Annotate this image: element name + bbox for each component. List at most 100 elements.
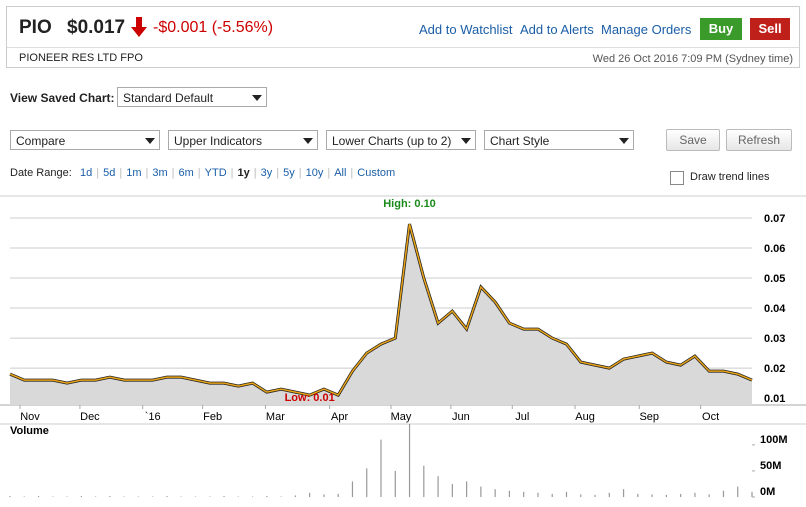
volume-bar (337, 493, 339, 497)
y-tick-label: 0.04 (764, 303, 786, 315)
volume-bar (9, 495, 11, 497)
x-tick-label: Aug (575, 411, 595, 423)
x-tick-label: May (391, 411, 412, 423)
volume-bar (237, 496, 239, 497)
orders-link[interactable]: Manage Orders (601, 22, 692, 37)
volume-bar (722, 490, 725, 497)
x-tick-label: Feb (203, 411, 222, 423)
range-link[interactable]: 5d (103, 167, 116, 179)
volume-bar (451, 483, 453, 497)
range-link[interactable]: 5y (283, 167, 295, 179)
volume-bar (537, 492, 539, 497)
low-annotation: Low: 0.01 (285, 392, 335, 404)
volume-bar (480, 486, 482, 497)
volume-bar (580, 494, 582, 497)
volume-bar (680, 493, 682, 497)
range-link[interactable]: YTD (204, 167, 227, 179)
x-tick-label: `16 (145, 411, 161, 423)
chart: 0.01 0.02 0.03 0.04 0.05 0.06 0.07 Nov Dec `16 Feb… (0, 195, 806, 498)
volume-bar (494, 489, 496, 497)
quote-header: PIO $0.017 -$0.001 (-5.56%) Add to Watch… (6, 6, 800, 68)
upper-select[interactable]: Upper Indicators (168, 130, 318, 150)
price: $0.017 (67, 17, 126, 38)
volume-bar (408, 424, 411, 497)
range-link[interactable]: 1m (126, 167, 142, 179)
volume-title: Volume (10, 425, 49, 437)
volume-bar (95, 496, 97, 497)
volume-bar (209, 496, 211, 497)
lower-select[interactable]: Lower Charts (up to 2) (326, 130, 476, 150)
range-link[interactable]: Custom (357, 167, 396, 179)
range-link[interactable]: 6m (178, 167, 194, 179)
x-tick-label: Apr (331, 411, 348, 423)
x-tick-label: Jun (452, 411, 470, 423)
volume-bar (594, 494, 596, 497)
volume-bar (394, 470, 396, 497)
volume-bar (523, 491, 525, 497)
company-name: PIONEER RES LTD FPO (19, 52, 143, 64)
volume-bar (123, 496, 125, 497)
x-tick-label: Jul (515, 411, 529, 423)
volume-bar (166, 495, 168, 497)
ticker: PIO (19, 17, 52, 38)
volume-bar (366, 468, 368, 497)
x-tick-label: Mar (266, 411, 285, 423)
refresh-button[interactable]: Refresh (726, 129, 792, 151)
volume-bar (23, 496, 25, 497)
compare-select[interactable]: Compare (10, 130, 160, 150)
volume-bar (651, 494, 653, 497)
x-tick-label: Sep (639, 411, 659, 423)
volume-bar (622, 489, 625, 497)
volume-bar (80, 495, 82, 497)
volume-bar (323, 494, 325, 497)
volume-bar (266, 495, 268, 497)
range-link[interactable]: 3m (152, 167, 168, 179)
range-link[interactable]: All (334, 167, 347, 179)
price-line (9, 223, 753, 397)
volume-bar (466, 481, 468, 497)
y-tick-label: 0.05 (764, 273, 785, 285)
range-link[interactable]: 10y (305, 167, 324, 179)
volume-bar (508, 490, 511, 497)
change: -$0.001 (-5.56%) (153, 19, 274, 36)
volume-bar (294, 495, 296, 497)
volume-bar (37, 495, 40, 497)
volume-bar (251, 496, 254, 497)
y-tick-label: 0.01 (764, 393, 785, 405)
volume-bar (565, 491, 568, 497)
save-button[interactable]: Save (666, 129, 720, 151)
volume-bar (194, 496, 197, 497)
x-tick-label: Dec (80, 411, 100, 423)
volume-bar (751, 491, 753, 497)
range-link[interactable]: 1y (237, 167, 250, 179)
range-link[interactable]: 3y (260, 167, 273, 179)
high-annotation: High: 0.10 (383, 198, 436, 210)
volume-bar (608, 492, 610, 497)
saved-chart-select[interactable]: Standard Default (117, 87, 267, 107)
volume-bar (551, 493, 553, 497)
price-area (10, 224, 752, 405)
alerts-link[interactable]: Add to Alerts (520, 22, 594, 37)
volume-bar (66, 496, 68, 497)
trend-label: Draw trend lines (690, 171, 770, 183)
volume-bar (380, 439, 382, 497)
sell-button[interactable]: Sell (750, 18, 790, 40)
volume-bar (309, 492, 311, 497)
saved-chart-label: View Saved Chart: (10, 91, 115, 105)
range-link[interactable]: 1d (80, 167, 93, 179)
style-select[interactable]: Chart Style (484, 130, 634, 150)
x-tick-label: Nov (20, 411, 40, 423)
trend-checkbox[interactable] (670, 171, 684, 185)
watchlist-link[interactable]: Add to Watchlist (419, 22, 513, 37)
volume-tick-label: 100M (760, 434, 788, 446)
range-links: 1d | 5d | 1m | 3m | 6m | YTD | 1y | 3y | 5y | 10y | All | Cust… (80, 167, 396, 179)
y-tick-label: 0.02 (764, 363, 785, 375)
volume-bar (351, 481, 354, 497)
volume-bar (437, 476, 439, 497)
volume-tick-label: 50M (760, 460, 781, 472)
volume-bar (637, 493, 639, 497)
down-arrow (131, 17, 147, 37)
buy-button[interactable]: Buy (700, 18, 742, 40)
volume-bar (52, 496, 54, 497)
